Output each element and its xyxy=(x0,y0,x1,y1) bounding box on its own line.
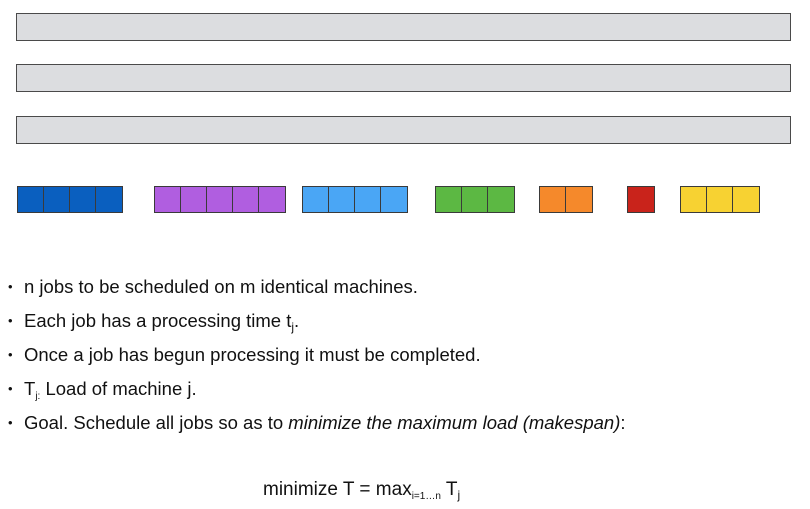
job-unit xyxy=(381,187,407,212)
job-unit xyxy=(329,187,355,212)
bullet-goal: Goal. Schedule all jobs so as to minimiz… xyxy=(8,406,626,440)
makespan-formula: minimize T = maxi=1…n Tj xyxy=(263,479,460,502)
job-unit xyxy=(436,187,462,212)
job-unit xyxy=(707,187,733,212)
job-unit xyxy=(96,187,122,212)
job-block-2 xyxy=(154,186,286,213)
job-unit xyxy=(18,187,44,212)
job-unit xyxy=(566,187,592,212)
formula-subscript: i=1…n xyxy=(411,491,441,502)
subscript: j xyxy=(291,320,295,334)
bullet-jobs: n jobs to be scheduled on m identical ma… xyxy=(8,270,626,304)
bullet-text: Once a job has begun processing it must … xyxy=(24,344,481,365)
bullet-text: Goal. Schedule all jobs so as to xyxy=(24,412,289,433)
bullet-load: Tj: Load of machine j. xyxy=(8,372,626,406)
formula-text: T xyxy=(440,479,458,500)
job-block-4 xyxy=(435,186,515,213)
bullet-processing-time: Each job has a processing time tj. xyxy=(8,304,626,338)
job-unit xyxy=(733,187,759,212)
bullet-text: n jobs to be scheduled on m identical ma… xyxy=(24,276,418,297)
bullet-emphasis: minimize the maximum load (makespan) xyxy=(288,412,621,433)
job-block-3 xyxy=(302,186,408,213)
job-unit xyxy=(355,187,381,212)
job-unit xyxy=(44,187,70,212)
bullet-text: Each job has a processing time t xyxy=(24,310,292,331)
job-unit xyxy=(181,187,207,212)
machine-bar-1 xyxy=(16,13,791,41)
job-block-6 xyxy=(627,186,655,213)
job-unit xyxy=(462,187,488,212)
bullet-text: : xyxy=(620,412,626,433)
formula-text: minimize T = max xyxy=(263,479,412,500)
machine-bar-2 xyxy=(16,64,791,92)
job-block-7 xyxy=(680,186,760,213)
job-unit xyxy=(628,187,654,212)
job-unit xyxy=(233,187,259,212)
job-unit xyxy=(488,187,514,212)
job-unit xyxy=(207,187,233,212)
job-unit xyxy=(303,187,329,212)
bullet-list: n jobs to be scheduled on m identical ma… xyxy=(8,270,626,440)
job-unit xyxy=(681,187,707,212)
job-block-1 xyxy=(17,186,123,213)
job-unit xyxy=(540,187,566,212)
job-unit xyxy=(259,187,285,212)
formula-subscript: j xyxy=(457,488,461,502)
bullet-text: . xyxy=(294,310,300,331)
machine-bar-3 xyxy=(16,116,791,144)
job-block-5 xyxy=(539,186,593,213)
bullet-text: Load of machine j. xyxy=(40,378,197,399)
job-unit xyxy=(70,187,96,212)
bullet-text: T xyxy=(24,378,36,399)
subscript: j: xyxy=(35,391,41,402)
bullet-nonpreemptive: Once a job has begun processing it must … xyxy=(8,338,626,372)
job-unit xyxy=(155,187,181,212)
